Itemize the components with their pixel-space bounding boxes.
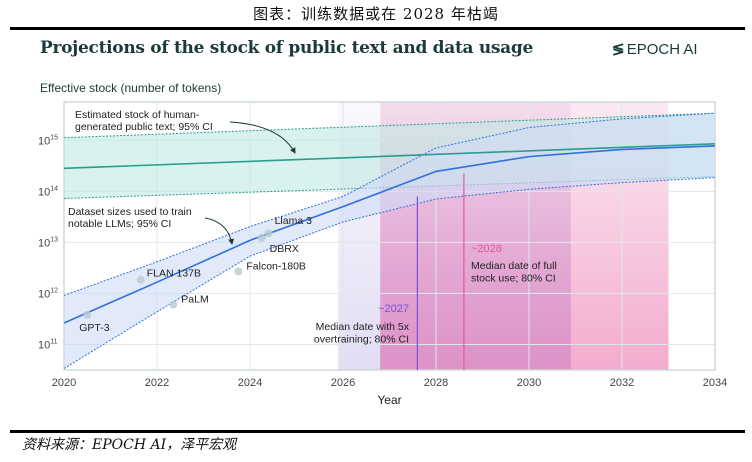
stock-arrow	[229, 121, 296, 154]
x-tick-label: 2034	[703, 377, 727, 389]
model-point	[83, 310, 92, 319]
plot-frame	[63, 101, 716, 371]
x-tick-label: 2024	[238, 377, 262, 389]
full-stock-median-label: ~2028	[471, 243, 502, 255]
x-tick-label: 2022	[145, 377, 169, 389]
dataset-arrow	[204, 217, 235, 245]
y-tick-label: 1015	[38, 134, 58, 147]
logo-text: EPOCH AI	[626, 41, 698, 58]
model-point	[169, 300, 178, 309]
dataset-annotation: Dataset sizes used to train	[68, 206, 192, 218]
y-tick-label: 1012	[38, 287, 58, 300]
stock-upper-bound	[64, 112, 715, 139]
overtraining-median-label: ~2027	[378, 303, 409, 315]
dataset-annotation: notable LLMs; 95% CI	[68, 218, 171, 230]
bottom-rule	[10, 430, 745, 433]
model-label: PaLM	[181, 294, 208, 306]
chart-title: Projections of the stock of public text …	[40, 38, 534, 58]
model-label: Llama 3	[275, 215, 313, 227]
full-stock-annotation: Median date of full	[471, 260, 557, 272]
dataset-upper-bound	[64, 112, 715, 296]
model-label: DBRX	[270, 243, 299, 255]
y-axis-label: Effective stock (number of tokens)	[40, 81, 221, 95]
model-label: Falcon-180B	[246, 260, 306, 272]
model-label: GPT-3	[79, 322, 110, 334]
epoch-ai-logo: ≶ EPOCH AI	[612, 40, 698, 58]
x-axis-label: Year	[377, 393, 401, 407]
dataset-median-line	[64, 145, 715, 324]
y-tick-label: 1013	[38, 236, 58, 249]
model-point	[264, 229, 273, 238]
model-point	[136, 275, 145, 284]
full-stock-annotation: stock use; 80% CI	[471, 273, 556, 285]
model-point	[257, 233, 266, 242]
overtraining-annotation: Median date with 5x	[316, 321, 410, 333]
model-label: FLAN 137B	[147, 268, 201, 280]
x-tick-label: 2030	[517, 377, 541, 389]
top-rule	[10, 27, 745, 30]
x-tick-label: 2026	[331, 377, 355, 389]
y-tick-label: 1014	[38, 185, 58, 198]
stock-annotation: generated public text; 95% CI	[75, 121, 213, 133]
stock-median-line	[64, 143, 715, 170]
source-note: 资料来源：EPOCH AI，泽平宏观	[22, 437, 237, 453]
dataset-ci-band	[64, 113, 715, 369]
logo-mark-icon: ≶	[612, 41, 625, 58]
stock-annotation: Estimated stock of human-	[75, 109, 200, 121]
x-tick-label: 2020	[52, 377, 76, 389]
overtraining-annotation: overtraining; 80% CI	[314, 334, 409, 346]
x-tick-label: 2032	[610, 377, 634, 389]
figure-caption: 图表：训练数据或在 2028 年枯竭	[253, 5, 499, 23]
y-tick-label: 1011	[38, 338, 58, 351]
x-tick-label: 2028	[424, 377, 448, 389]
model-point	[234, 267, 243, 276]
